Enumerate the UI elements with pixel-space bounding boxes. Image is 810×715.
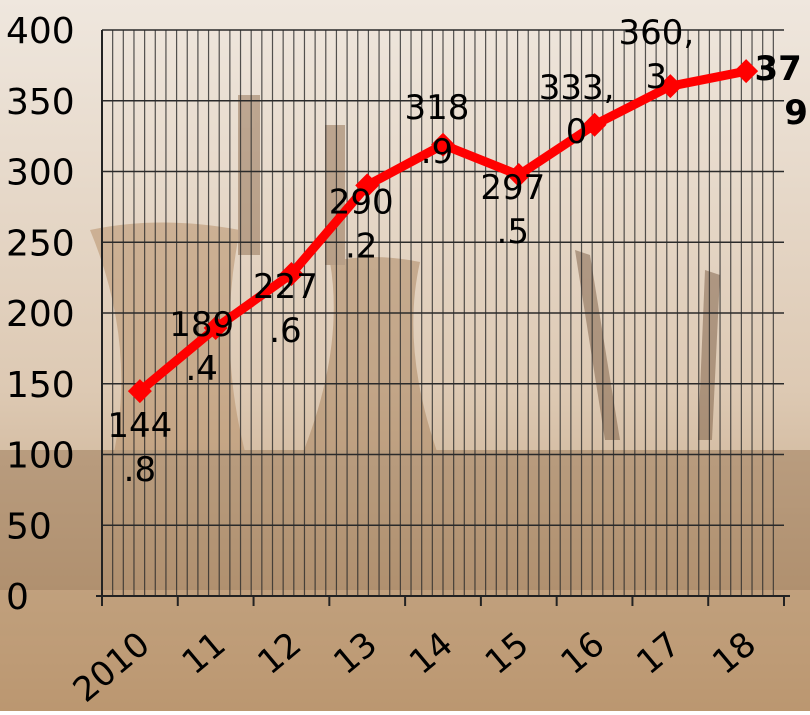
data-label: 189: [169, 305, 234, 345]
smokestack-1: [238, 95, 260, 255]
data-label: .9: [421, 132, 453, 172]
data-label: 360,: [618, 13, 694, 53]
data-point-marker: [203, 315, 228, 340]
data-label: 37: [754, 49, 801, 89]
data-label: 333,: [539, 68, 615, 108]
cooling-tower-left: [90, 222, 250, 470]
y-tick-label: 400: [6, 11, 75, 52]
data-label: .4: [185, 349, 217, 389]
y-tick-label: 300: [6, 153, 75, 194]
ground: [0, 590, 810, 711]
data-label: .5: [497, 212, 529, 252]
y-axis-tick-labels: 400 350 300 250 200 150 100 50 0: [6, 11, 75, 618]
data-point-marker: [658, 74, 683, 99]
data-label: 144: [107, 406, 172, 446]
data-label: 3: [646, 57, 668, 97]
y-tick-label: 0: [6, 577, 29, 618]
y-tick-label: 50: [6, 506, 52, 547]
data-label: .8: [124, 450, 156, 490]
data-point-marker: [355, 173, 380, 198]
data-point-marker: [279, 261, 304, 286]
y-tick-label: 150: [6, 365, 75, 406]
data-label: 0: [566, 112, 588, 152]
data-label: .2: [345, 226, 377, 266]
horizontal-gridlines: [102, 29, 784, 526]
y-tick-label: 350: [6, 82, 75, 123]
y-tick-label: 200: [6, 294, 75, 335]
crane-left: [575, 250, 620, 440]
y-tick-label: 100: [6, 436, 75, 477]
data-label: 227: [253, 267, 318, 307]
data-labels: 144.8189.4227.6290.2318.9297.5333,0360,3…: [107, 13, 808, 490]
data-point-marker: [127, 379, 152, 404]
data-label: 297: [480, 168, 545, 208]
data-point-marker: [506, 163, 531, 188]
data-label: 9: [784, 93, 808, 133]
y-tick-label: 250: [6, 223, 75, 264]
data-label: 290: [329, 182, 394, 222]
data-label: .6: [269, 311, 301, 351]
factory-buildings: [0, 450, 810, 590]
series-markers: [127, 59, 759, 404]
data-point-marker: [734, 59, 759, 84]
cooling-tower-right: [300, 257, 440, 460]
data-point-marker: [582, 112, 607, 137]
data-label: 318: [405, 88, 470, 128]
data-point-marker: [431, 132, 455, 157]
axes: [96, 30, 790, 606]
